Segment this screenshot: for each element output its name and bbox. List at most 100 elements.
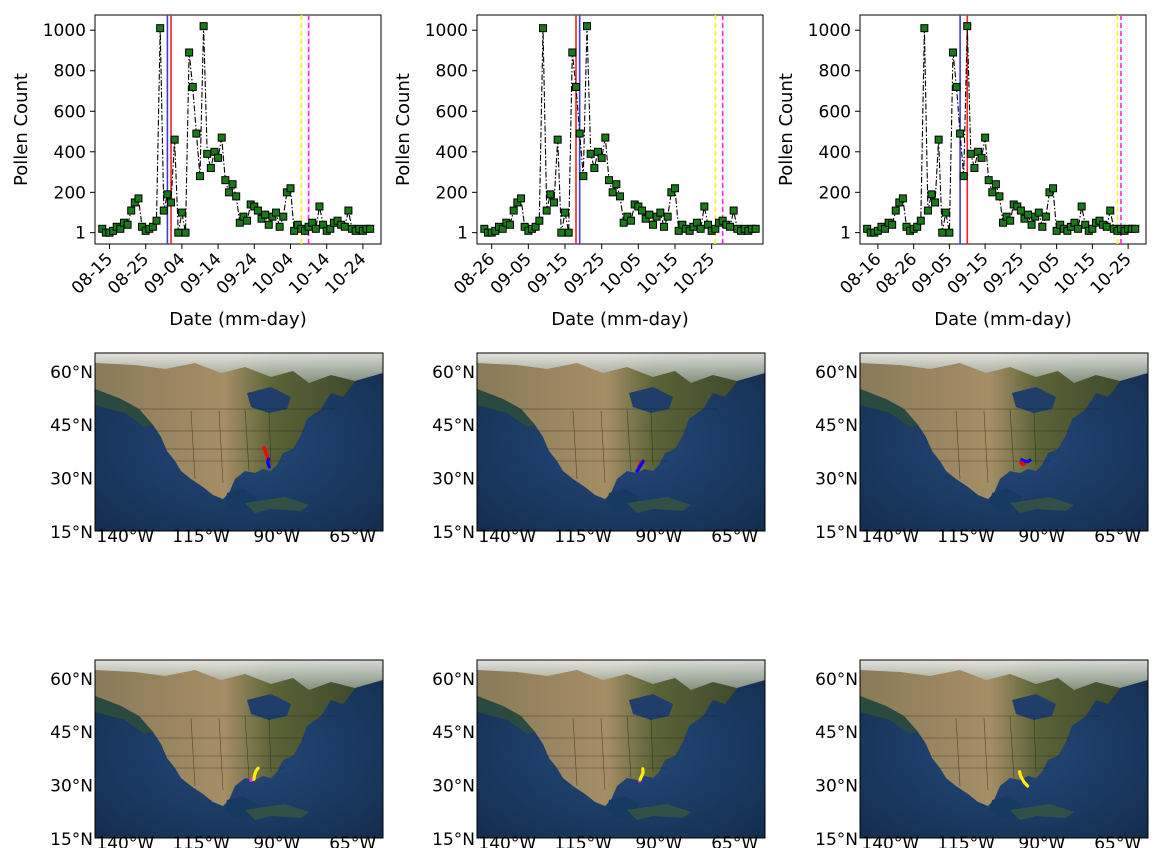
data-point (127, 206, 136, 215)
lat-label: 45°N (815, 723, 858, 743)
data-point (959, 172, 968, 181)
map-frame (94, 352, 384, 532)
lon-label: 65°W (329, 527, 376, 547)
data-point (156, 24, 165, 33)
data-point (214, 153, 223, 162)
data-point (232, 192, 241, 201)
basemap-image (860, 660, 1148, 838)
y-tick-label: 600 (819, 102, 851, 122)
data-point (188, 82, 197, 91)
data-point (557, 228, 566, 237)
data-point (995, 192, 1004, 201)
data-point (945, 228, 954, 237)
lon-label: 65°W (711, 834, 758, 848)
x-axis-label: Date (mm-day) (551, 309, 688, 330)
lat-label: 30°N (815, 470, 858, 490)
lat-label: 30°N (432, 777, 475, 797)
data-point (984, 176, 993, 185)
map-frame (476, 659, 766, 839)
map-frame (859, 659, 1149, 839)
y-tick-label: 1 (457, 224, 468, 244)
data-point (656, 208, 665, 217)
data-point (956, 129, 965, 138)
data-point (192, 129, 201, 138)
data-point (185, 48, 194, 57)
data-point (601, 133, 610, 142)
y-tick-label: 600 (436, 102, 468, 122)
x-tick-label: 08-26 (450, 249, 499, 298)
data-point (663, 212, 672, 221)
lat-label: 45°N (432, 723, 475, 743)
data-point (1006, 216, 1015, 225)
x-tick-label: 09-25 (560, 249, 609, 298)
lat-label: 60°N (432, 363, 475, 383)
lon-label: 90°W (1018, 527, 1065, 547)
y-tick-label: 1000 (425, 21, 468, 41)
y-tick-label: 200 (819, 183, 851, 203)
data-point (575, 129, 584, 138)
lon-label: 115°W (172, 527, 230, 547)
data-point (726, 222, 734, 231)
data-point (509, 206, 518, 215)
lat-label: 30°N (50, 777, 93, 797)
data-point (261, 210, 270, 219)
data-point (221, 176, 230, 185)
trajectory-track (638, 767, 645, 782)
x-tick-label: 09-15 (523, 249, 572, 298)
data-point (159, 206, 168, 215)
x-tick-label: 10-15 (633, 249, 682, 298)
map-bottom-center: 60°N 45°N 30°N 15°N 140°W 115°W 90°W 65°W (432, 659, 766, 848)
data-point (627, 216, 635, 225)
lat-label: 15°N (50, 830, 93, 848)
data-point (506, 220, 514, 229)
basemap-image (860, 353, 1148, 531)
data-point (888, 220, 897, 229)
line-chart-top-right: 1200400600800100008-1608-2609-0509-1509-… (776, 14, 1147, 330)
data-point (1074, 224, 1083, 233)
y-tick-label: 1000 (43, 21, 86, 41)
data-point (553, 135, 562, 144)
map-middle-left: 60°N 45°N 30°N 15°N 140°W 115°W 90°W 65°W (50, 352, 384, 547)
data-point (568, 48, 577, 57)
y-tick-label: 400 (436, 143, 468, 163)
data-point (286, 184, 295, 193)
data-point (583, 22, 591, 31)
data-point (170, 135, 179, 144)
data-point (177, 208, 186, 217)
data-point (535, 216, 544, 225)
x-axis-label: Date (mm-day) (934, 309, 1071, 330)
y-tick-label: 1000 (808, 21, 851, 41)
data-point (920, 24, 929, 33)
lon-label: 90°W (1018, 834, 1065, 848)
data-point (605, 176, 613, 185)
lon-label: 65°W (329, 834, 376, 848)
lon-label: 115°W (172, 834, 230, 848)
data-point (174, 228, 183, 237)
y-tick-label: 200 (436, 183, 468, 203)
trajectory-track (1019, 461, 1027, 467)
data-point (696, 224, 705, 233)
y-tick-label: 600 (54, 102, 86, 122)
lat-label: 45°N (432, 416, 475, 436)
lon-label: 115°W (554, 834, 612, 848)
x-tick-label: 10-05 (597, 249, 646, 298)
lon-label: 115°W (554, 527, 612, 547)
data-point (539, 24, 547, 33)
data-point (123, 220, 132, 229)
data-point (228, 180, 237, 189)
data-point (638, 206, 646, 215)
data-point (1131, 224, 1140, 233)
trajectory-map-panels: 60°N45°N30°N15°N 140°W 115°W 90°W 65°W 60°N 45… (50, 352, 1149, 848)
x-axis-label: Date (mm-day) (169, 309, 306, 330)
data-point (941, 208, 950, 217)
data-point (1016, 206, 1025, 215)
data-point (963, 22, 972, 31)
data-point (660, 222, 668, 231)
x-tick-label: 10-25 (1087, 249, 1136, 298)
lat-label: 60°N (815, 363, 858, 383)
data-point (1038, 222, 1047, 231)
trajectory-track (266, 457, 271, 469)
data-point (612, 180, 621, 189)
pollen-line-panels: 1200400600800100008-1508-2509-0409-1409-… (11, 14, 1147, 330)
